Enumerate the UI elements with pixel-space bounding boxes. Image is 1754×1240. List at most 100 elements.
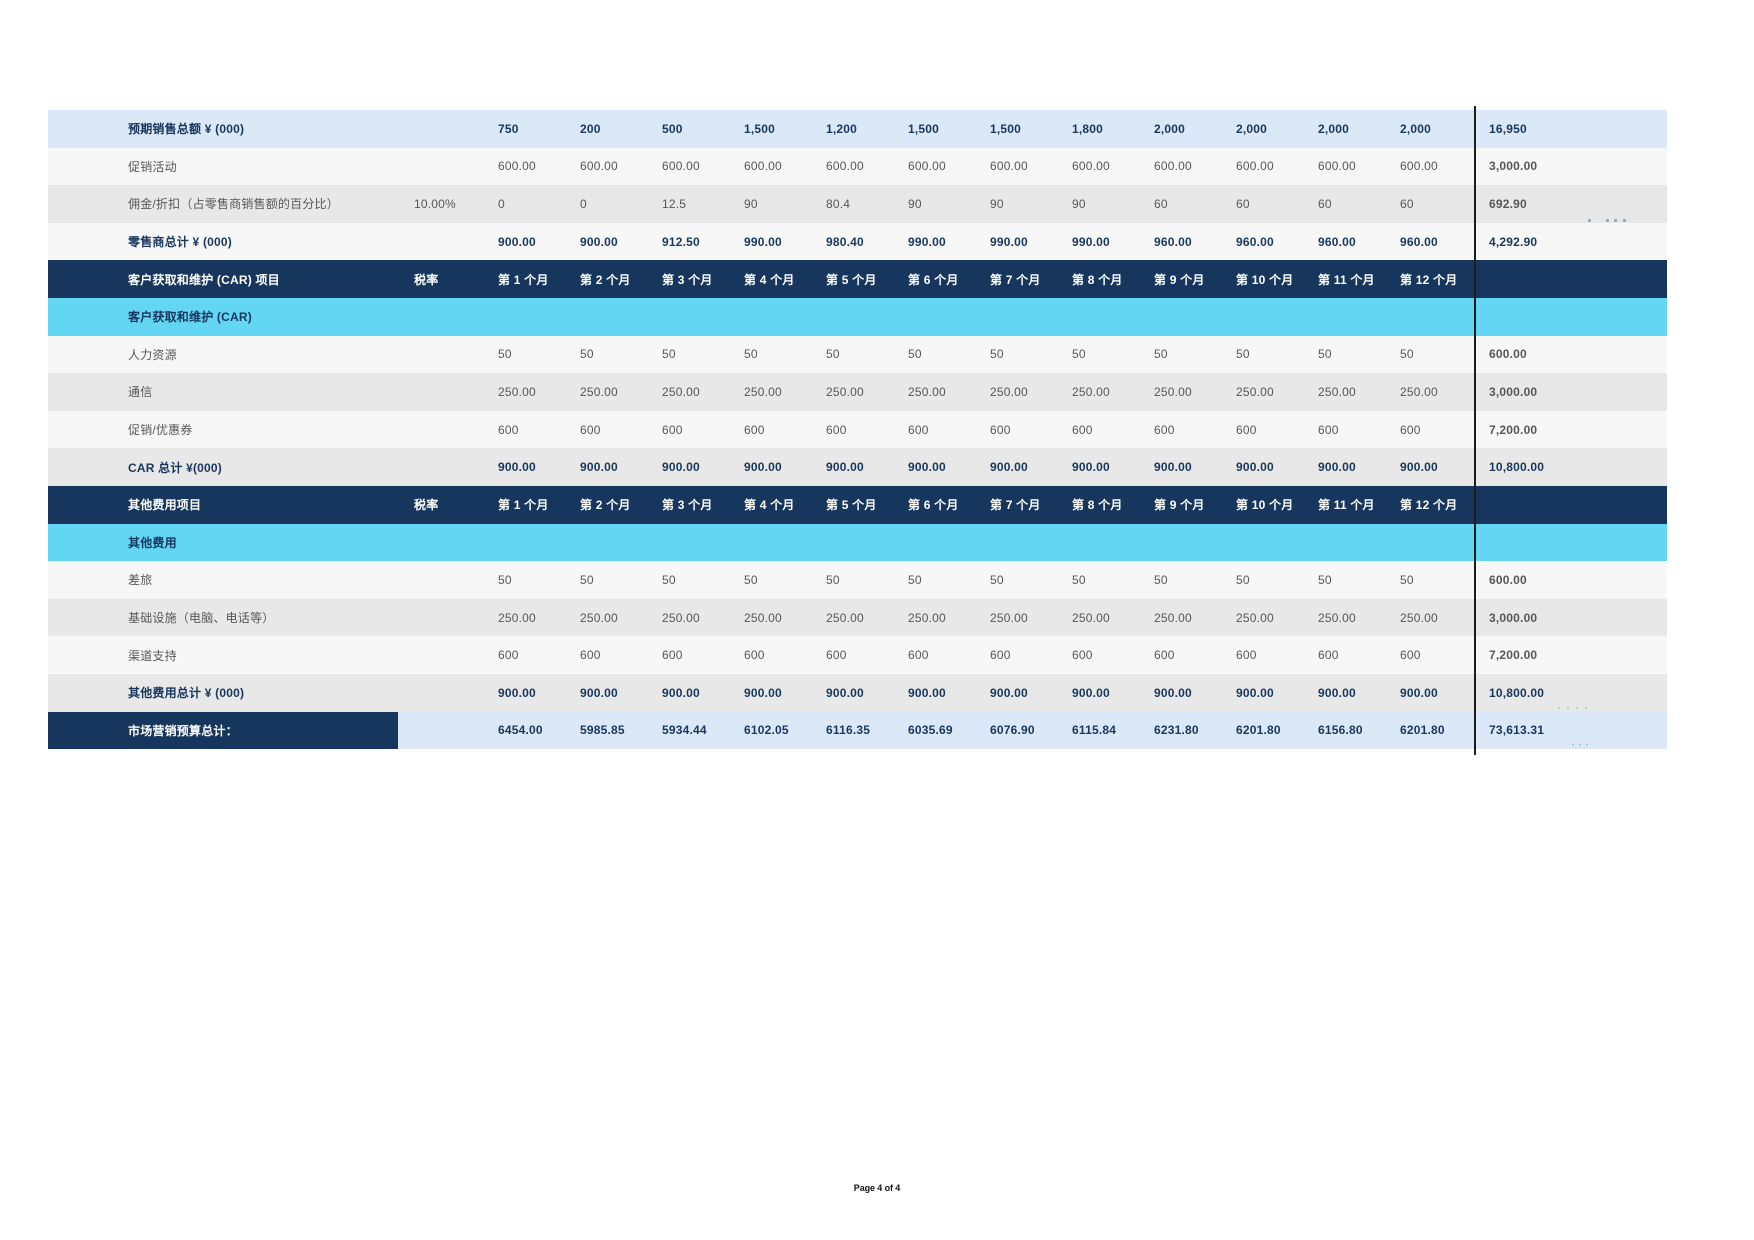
row-total-cell: 10,800.00 [1489,685,1545,700]
month-value-cell [818,524,900,562]
row-total-cell [1474,260,1667,298]
month-value-cell: 600 [744,648,765,663]
tax-rate-cell [406,448,490,486]
month-value-cell: 0 [580,196,587,211]
month-value-cell: 50 [1236,572,1250,587]
month-value-cell: 900.00 [1318,460,1356,475]
month-value-cell: 60 [1318,196,1332,211]
row-label-cell: 市场营销预算总计： [48,711,398,750]
month-value-cell: 5985.85 [580,723,625,738]
month-value-cell: 250.00 [1400,610,1438,625]
month-value-cell [982,524,1064,562]
month-value-cell: 900.00 [1154,685,1192,700]
month-value-cell: 250.00 [498,610,536,625]
month-value-cell [736,298,818,336]
month-value-cell: 900.00 [1400,685,1438,700]
month-value-cell [1146,524,1228,562]
month-value-cell: 250.00 [908,610,946,625]
row-label-cell: CAR 总计 ¥(000) [128,460,222,475]
month-value-cell: 12.5 [662,196,687,211]
month-value-cell: 50 [744,347,758,362]
month-value-cell: 250.00 [826,384,864,399]
month-value-cell: 6454.00 [498,723,543,738]
row-label-cell: 佣金/折扣（占零售商销售额的百分比） [128,197,339,212]
row-total-cell: 600.00 [1489,347,1527,362]
month-value-cell: 900.00 [990,460,1028,475]
month-value-cell: 900.00 [1072,460,1110,475]
month-value-cell: 600 [908,648,929,663]
month-value-cell: 250.00 [744,610,782,625]
month-value-cell: 50 [580,347,594,362]
row-total-cell: 3,000.00 [1489,610,1538,625]
month-value-cell: 6201.80 [1400,723,1445,738]
month-value-cell: 6102.05 [744,723,789,738]
row-label-cell: 促销活动 [128,159,177,174]
month-value-cell: 50 [1400,347,1414,362]
month-value-cell: 50 [744,572,758,587]
month-value-cell: 60 [1400,196,1414,211]
tax-rate-cell [398,712,490,750]
month-value-cell: 250.00 [990,384,1028,399]
month-header-cell: 第 4 个月 [744,272,795,287]
month-value-cell [1310,524,1392,562]
month-value-cell: 900.00 [498,685,536,700]
month-value-cell [1228,298,1310,336]
row-total-cell: 7,200.00 [1489,648,1538,663]
month-value-cell: 6115.84 [1072,723,1117,738]
artifact-dot [1606,219,1609,222]
month-value-cell: 980.40 [826,234,864,249]
tax-rate-cell [406,298,490,336]
month-value-cell: 900.00 [908,685,946,700]
month-value-cell: 900.00 [1154,460,1192,475]
month-value-cell: 600 [1400,422,1421,437]
month-value-cell: 900.00 [1236,460,1274,475]
artifact-dot [1572,744,1574,746]
month-value-cell: 600.00 [1072,159,1110,174]
month-value-cell: 600 [662,648,683,663]
month-value-cell [1064,524,1146,562]
month-value-cell: 6201.80 [1236,723,1281,738]
month-value-cell: 60 [1236,196,1250,211]
month-value-cell: 600 [908,422,929,437]
month-value-cell: 600 [1236,422,1257,437]
month-value-cell: 990.00 [1072,234,1110,249]
month-value-cell: 750 [498,121,519,136]
month-value-cell: 600 [1072,422,1093,437]
section-title-row: 其他费用 [48,523,1667,562]
month-value-cell: 900.00 [1318,685,1356,700]
tax-rate-cell [406,336,490,374]
month-value-cell: 50 [990,347,1004,362]
month-header-cell: 第 3 个月 [662,272,713,287]
month-header-cell: 第 8 个月 [1072,498,1123,513]
month-value-cell: 1,500 [990,121,1022,136]
month-value-cell: 250.00 [826,610,864,625]
data-row: 促销活动 600.00 600.00 600.00 600.00 600.00 600.00… [48,147,1667,186]
month-header-cell: 第 3 个月 [662,498,713,513]
month-value-cell: 250.00 [744,384,782,399]
month-value-cell: 50 [1318,347,1332,362]
month-value-cell: 900.00 [908,460,946,475]
month-value-cell: 90 [908,196,922,211]
data-row: 差旅 50 50 50 50 50 50 50 50 50 50 50 50 600.00 [48,561,1667,599]
tax-rate-cell [406,373,490,411]
month-value-cell: 50 [908,347,922,362]
artifact-dot [1585,707,1587,709]
month-value-cell: 250.00 [1318,384,1356,399]
month-value-cell: 600.00 [498,159,536,174]
month-value-cell: 600 [580,422,601,437]
row-total-cell: 3,000.00 [1489,384,1538,399]
month-value-cell: 50 [1154,347,1168,362]
month-value-cell: 960.00 [1236,234,1274,249]
month-value-cell: 960.00 [1318,234,1356,249]
month-value-cell: 50 [498,572,512,587]
month-value-cell: 600.00 [1400,159,1438,174]
month-value-cell: 600.00 [990,159,1028,174]
month-value-cell: 2,000 [1318,121,1350,136]
month-value-cell: 900.00 [1400,460,1438,475]
section-header-row: 客户获取和维护 (CAR) 项目 税率 第 1 个月 第 2 个月 第 3 个月 第 4 … [48,260,1667,298]
month-header-cell: 第 1 个月 [498,498,549,513]
month-value-cell: 900.00 [662,460,700,475]
tax-rate-cell [406,148,490,186]
data-row: 佣金/折扣（占零售商销售额的百分比） 10.00% 0 0 12.5 90 80.4 90 90… [48,185,1667,223]
